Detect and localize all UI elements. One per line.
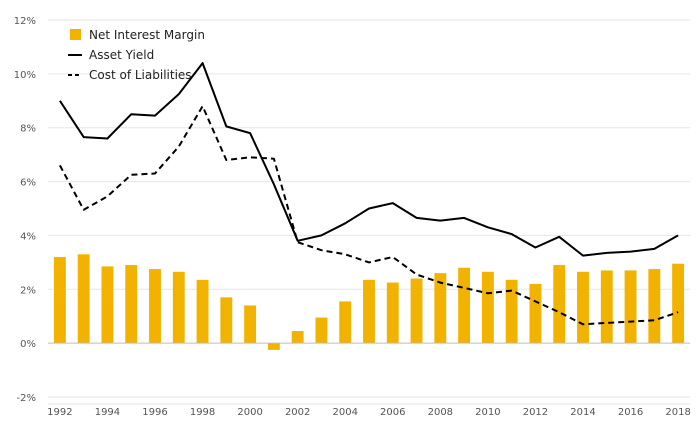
bar-net-interest-margin	[339, 301, 352, 344]
x-tick-label: 2016	[618, 407, 643, 418]
x-tick-label: 2006	[380, 407, 405, 418]
line-cost-of-liabilities	[59, 105, 679, 326]
x-tick-label: 1998	[190, 407, 215, 418]
x-tick-label: 1996	[142, 407, 167, 418]
bar-net-interest-margin	[172, 271, 185, 344]
bar-net-interest-margin	[267, 343, 280, 350]
y-tick-label: 10%	[14, 70, 36, 81]
y-tick-label: 4%	[20, 231, 36, 242]
legend-label-net-interest-margin: Net Interest Margin	[89, 28, 205, 42]
legend-label-cost-of-liabilities: Cost of Liabilities	[89, 68, 192, 82]
x-tick-label: 1994	[95, 407, 120, 418]
bar-net-interest-margin	[125, 265, 138, 344]
y-tick-label: 8%	[20, 124, 36, 135]
y-tick-label: 2%	[20, 285, 36, 296]
legend-label-asset-yield: Asset Yield	[89, 48, 154, 62]
bar-net-interest-margin	[363, 279, 375, 344]
bar-net-interest-margin	[529, 283, 542, 344]
x-tick-label: 2008	[428, 407, 453, 418]
legend-swatch-net-interest-margin	[70, 29, 81, 40]
line-asset-yield	[59, 62, 679, 257]
bar-net-interest-margin	[505, 279, 518, 344]
bar-net-interest-margin	[101, 266, 114, 344]
bar-net-interest-margin	[386, 282, 399, 344]
y-tick-label: -2%	[17, 393, 36, 404]
bar-net-interest-margin	[77, 254, 90, 344]
x-tick-label: 1992	[47, 407, 72, 418]
bar-net-interest-margin	[577, 271, 589, 344]
x-tick-label: 2014	[570, 407, 595, 418]
x-tick-label: 2004	[332, 407, 357, 418]
y-tick-label: 0%	[20, 339, 36, 350]
y-axis-tick-labels: -2% 0% 2% 4% 6% 8% 10% 12%	[14, 16, 36, 404]
x-tick-label: 2002	[285, 407, 310, 418]
bar-net-interest-margin	[434, 273, 447, 344]
bar-series-net-interest-margin	[53, 254, 685, 350]
bar-net-interest-margin	[244, 305, 257, 344]
y-tick-label: 12%	[14, 16, 36, 27]
y-tick-label: 6%	[20, 178, 36, 189]
x-tick-label: 2012	[523, 407, 548, 418]
bar-net-interest-margin	[600, 270, 613, 344]
x-tick-label: 2010	[475, 407, 500, 418]
bar-net-interest-margin	[553, 265, 566, 344]
bar-net-interest-margin	[648, 269, 661, 344]
bar-net-interest-margin	[291, 331, 304, 344]
line-series	[59, 62, 679, 326]
bar-net-interest-margin	[410, 278, 423, 344]
x-tick-label: 2018	[665, 407, 690, 418]
bar-net-interest-margin	[624, 270, 637, 344]
bar-net-interest-margin	[315, 317, 328, 344]
bar-net-interest-margin	[481, 271, 494, 344]
x-axis-tick-labels: 1992 1994 1996 1998 2000 2002 2004 2006 2008 2010…	[47, 403, 691, 418]
bar-net-interest-margin	[220, 297, 233, 344]
legend: Net Interest Margin Asset Yield Cost of …	[68, 28, 205, 82]
bar-net-interest-margin	[53, 256, 66, 344]
bar-net-interest-margin	[196, 279, 209, 344]
bar-net-interest-margin	[458, 267, 471, 344]
bar-net-interest-margin	[672, 263, 685, 344]
bar-net-interest-margin	[149, 269, 161, 344]
x-tick-label: 2000	[237, 407, 262, 418]
